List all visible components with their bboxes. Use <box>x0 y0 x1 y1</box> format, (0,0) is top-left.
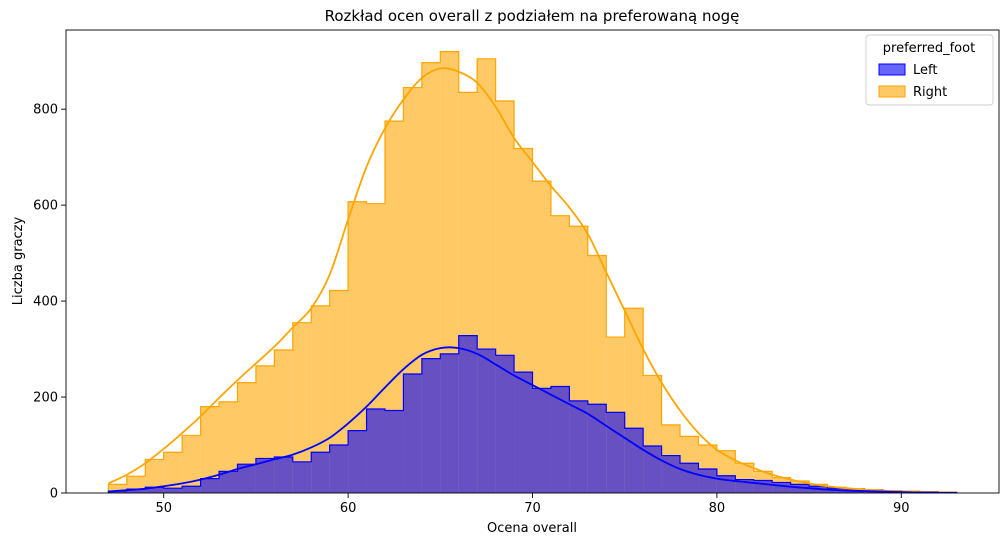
y-tick-label: 200 <box>33 391 58 406</box>
series-right <box>107 50 958 494</box>
x-tick-label: 50 <box>155 501 172 516</box>
bar-left <box>458 335 478 493</box>
bar-right <box>329 290 349 493</box>
chart-title: Rozkład ocen overall z podziałem na pref… <box>325 7 740 25</box>
bar-right <box>163 452 183 493</box>
bar-left <box>680 463 699 493</box>
bar-left <box>587 404 607 493</box>
bar-right <box>145 459 164 493</box>
bar-left <box>550 386 570 493</box>
bar-left <box>421 358 441 493</box>
legend-label-right: Right <box>913 85 947 100</box>
bar-left <box>274 457 293 493</box>
bar-left <box>790 484 810 493</box>
bar-left <box>495 355 515 493</box>
bar-left <box>126 489 146 493</box>
bar-left <box>698 469 717 493</box>
plot-area <box>107 50 958 494</box>
bar-left <box>200 478 220 493</box>
bar-left <box>624 428 644 493</box>
bar-left <box>163 488 183 493</box>
legend-title: preferred_foot <box>883 41 975 56</box>
legend-swatch-right <box>878 85 906 98</box>
bar-left <box>514 372 533 493</box>
x-tick-label: 90 <box>893 501 910 516</box>
bar-left <box>255 458 275 493</box>
bar-left <box>311 452 330 493</box>
kde-line-right <box>108 67 939 494</box>
x-tick-label: 70 <box>524 501 541 516</box>
bar-left <box>384 410 404 493</box>
legend-label-left: Left <box>913 63 937 78</box>
legend: preferred_foot Left Right <box>865 34 994 106</box>
bar-left <box>477 349 496 493</box>
bar-right <box>108 484 127 493</box>
legend-swatch-left <box>878 63 906 76</box>
kde-line-left <box>108 346 939 494</box>
y-tick-label: 600 <box>33 199 58 214</box>
bar-left <box>772 482 791 493</box>
bar-left <box>403 374 422 493</box>
bar-left <box>606 412 625 493</box>
bar-right <box>384 121 404 494</box>
bar-left <box>292 461 312 493</box>
step-outline-left <box>107 335 958 494</box>
bar-left <box>348 430 367 493</box>
axis-ticks: 50 60 70 80 90 0 200 400 600 800 <box>33 103 909 516</box>
y-tick-label: 800 <box>33 103 58 118</box>
y-tick-label: 400 <box>33 295 58 310</box>
bar-left <box>661 455 681 493</box>
bar-left <box>643 445 662 493</box>
bar-right <box>200 406 220 493</box>
bar-left <box>440 353 459 493</box>
bar-left <box>108 491 127 493</box>
bar-left <box>569 400 588 493</box>
bar-left <box>182 486 201 493</box>
y-axis-title: Liczba graczy <box>11 216 26 305</box>
y-tick-label: 0 <box>50 487 58 502</box>
x-tick-label: 60 <box>340 501 357 516</box>
bar-right <box>182 435 201 493</box>
bar-left <box>219 471 238 493</box>
bar-left <box>366 409 385 493</box>
x-tick-label: 80 <box>709 501 726 516</box>
bar-left <box>237 464 256 493</box>
bar-left <box>532 388 551 493</box>
bar-left <box>329 445 349 493</box>
bar-left <box>145 487 164 493</box>
x-axis-title: Ocena overall <box>487 521 577 536</box>
